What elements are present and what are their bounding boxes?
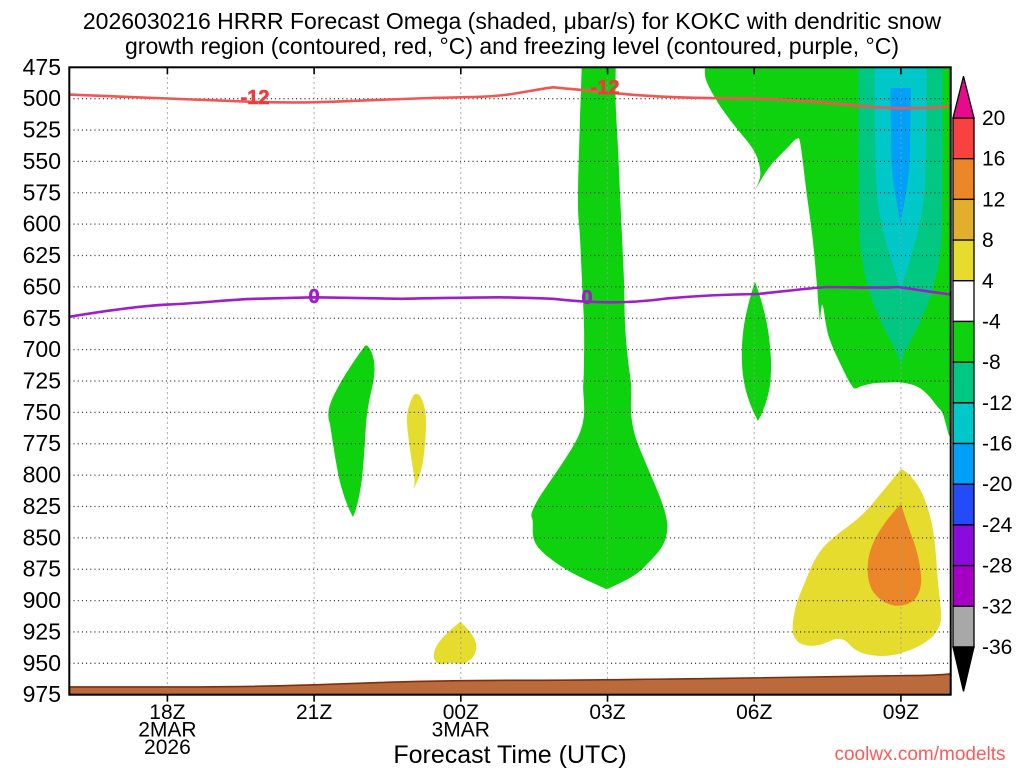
svg-text:625: 625 <box>23 242 61 268</box>
svg-text:-12: -12 <box>591 77 620 99</box>
svg-text:525: 525 <box>23 117 61 143</box>
svg-text:03Z: 03Z <box>589 701 625 724</box>
svg-text:-12: -12 <box>241 87 270 109</box>
svg-text:550: 550 <box>23 148 61 174</box>
svg-text:3MAR: 3MAR <box>432 719 490 742</box>
svg-text:-28: -28 <box>982 555 1012 578</box>
svg-text:925: 925 <box>23 619 61 645</box>
svg-text:500: 500 <box>23 85 61 111</box>
svg-text:Forecast Time (UTC): Forecast Time (UTC) <box>393 741 626 768</box>
svg-text:-20: -20 <box>982 473 1012 496</box>
svg-text:850: 850 <box>23 524 61 550</box>
svg-text:0: 0 <box>581 287 592 309</box>
svg-text:-24: -24 <box>982 514 1013 537</box>
svg-text:0: 0 <box>308 286 319 308</box>
svg-text:-4: -4 <box>982 310 1001 333</box>
svg-text:2026030216 HRRR Forecast Omega: 2026030216 HRRR Forecast Omega (shaded, … <box>83 8 942 34</box>
svg-text:-32: -32 <box>982 595 1012 618</box>
svg-text:4: 4 <box>982 270 994 293</box>
svg-text:20: 20 <box>982 107 1005 130</box>
svg-text:950: 950 <box>23 650 61 676</box>
svg-text:-8: -8 <box>982 351 1001 374</box>
svg-text:650: 650 <box>23 273 61 299</box>
svg-text:-12: -12 <box>982 392 1012 415</box>
svg-text:09Z: 09Z <box>883 701 919 724</box>
svg-text:875: 875 <box>23 556 61 582</box>
svg-text:675: 675 <box>23 305 61 331</box>
svg-text:900: 900 <box>23 587 61 613</box>
svg-text:775: 775 <box>23 430 61 456</box>
svg-text:21Z: 21Z <box>296 701 332 724</box>
svg-text:700: 700 <box>23 336 61 362</box>
svg-text:725: 725 <box>23 368 61 394</box>
svg-text:2026: 2026 <box>144 736 191 759</box>
svg-text:475: 475 <box>23 54 61 80</box>
svg-text:-16: -16 <box>982 433 1012 456</box>
svg-text:12: 12 <box>982 188 1005 211</box>
svg-text:06Z: 06Z <box>736 701 772 724</box>
svg-text:growth region (contoured, red,: growth region (contoured, red, °C) and f… <box>125 33 899 59</box>
svg-text:575: 575 <box>23 179 61 205</box>
svg-text:750: 750 <box>23 399 61 425</box>
svg-text:16: 16 <box>982 148 1005 171</box>
svg-text:825: 825 <box>23 493 61 519</box>
svg-text:800: 800 <box>23 462 61 488</box>
svg-text:600: 600 <box>23 211 61 237</box>
svg-text:coolwx.com/modelts: coolwx.com/modelts <box>834 744 1005 765</box>
svg-text:8: 8 <box>982 229 994 252</box>
svg-text:975: 975 <box>23 681 61 707</box>
svg-text:-36: -36 <box>982 636 1012 659</box>
